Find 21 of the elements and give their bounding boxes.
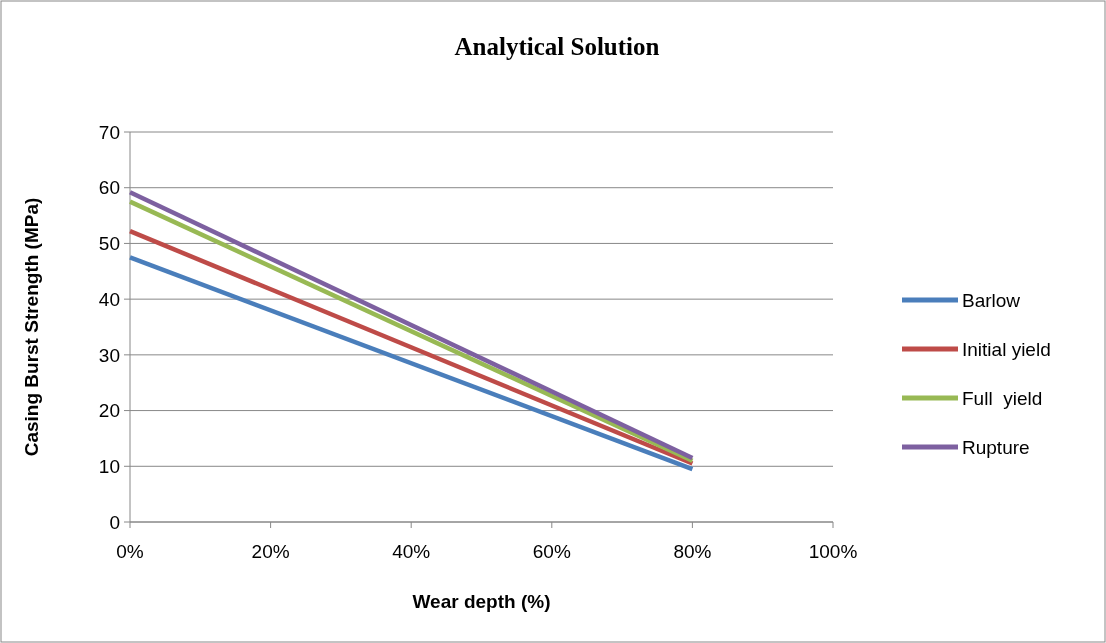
x-axis-title: Wear depth (%) [412,591,551,612]
x-tick-label: 60% [532,541,571,562]
y-axis-title: Casing Burst Strength (MPa) [21,197,42,457]
legend-label: Barlow [962,289,1021,311]
y-tick-label: 10 [98,455,120,477]
y-tick-label: 60 [98,177,120,199]
y-tick-label: 30 [98,344,120,366]
x-tick-label: 40% [392,541,431,562]
chart-title: Analytical Solution [454,33,660,60]
y-tick-label: 70 [98,121,120,143]
legend-label: Initial yield [962,338,1051,360]
y-tick-label: 0 [109,511,120,533]
x-tick-label: 80% [673,541,712,562]
x-tick-label: 100% [808,541,858,562]
legend-label: Full yield [962,387,1043,409]
x-tick-label: 20% [251,541,290,562]
y-tick-label: 40 [98,288,120,310]
y-tick-label: 50 [98,233,120,255]
x-tick-label: 0% [116,541,144,562]
legend-label: Rupture [962,436,1030,458]
y-tick-label: 20 [98,400,120,422]
